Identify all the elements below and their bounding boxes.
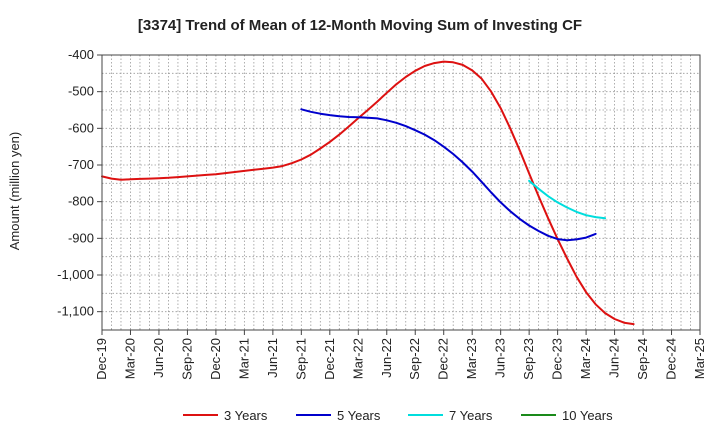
series-line-5-years bbox=[300, 108, 597, 242]
x-tick-label: Dec-22 bbox=[436, 338, 451, 380]
x-tick-label: Jun-22 bbox=[379, 338, 394, 378]
x-tick-label: Mar-21 bbox=[236, 338, 251, 379]
x-tick-label: Sep-21 bbox=[293, 338, 308, 380]
y-tick-label: -1,000 bbox=[57, 267, 94, 282]
y-tick-label: -700 bbox=[68, 157, 94, 172]
y-tick-label: -800 bbox=[68, 194, 94, 209]
y-tick-label: -400 bbox=[68, 47, 94, 62]
x-tick-label: Mar-24 bbox=[578, 338, 593, 379]
legend-label: 3 Years bbox=[224, 408, 268, 423]
series-layer bbox=[101, 60, 635, 326]
x-tick-label: Sep-23 bbox=[521, 338, 536, 380]
x-tick-label: Mar-25 bbox=[692, 338, 707, 379]
x-tick-label: Mar-23 bbox=[464, 338, 479, 379]
x-tick-label: Jun-20 bbox=[151, 338, 166, 378]
x-tick-label: Dec-21 bbox=[322, 338, 337, 380]
y-tick-label: -500 bbox=[68, 84, 94, 99]
x-tick-label: Sep-24 bbox=[635, 338, 650, 380]
y-tick-label: -1,100 bbox=[57, 304, 94, 319]
x-tick-label: Dec-23 bbox=[550, 338, 565, 380]
x-tick-label: Sep-22 bbox=[407, 338, 422, 380]
series-line-3-years bbox=[101, 60, 635, 326]
legend-label: 10 Years bbox=[562, 408, 613, 423]
y-tick-label: -900 bbox=[68, 230, 94, 245]
x-tick-label: Mar-22 bbox=[350, 338, 365, 379]
series-line-7-years bbox=[528, 179, 607, 220]
x-tick-label: Jun-24 bbox=[607, 338, 622, 378]
x-tick-label: Jun-23 bbox=[493, 338, 508, 378]
grid-layer bbox=[101, 54, 701, 331]
y-axis-label: Amount (million yen) bbox=[7, 132, 22, 251]
plot-frame bbox=[101, 54, 701, 331]
x-tick-label: Dec-24 bbox=[664, 338, 679, 380]
axis-layer: -400 -500 -600 -700 -800 -900 -1,000 -1,100 Dec-… bbox=[57, 47, 707, 380]
x-tick-label: Dec-19 bbox=[94, 338, 109, 380]
chart-title: [3374] Trend of Mean of 12-Month Moving … bbox=[138, 17, 582, 34]
y-tick-label: -600 bbox=[68, 120, 94, 135]
legend-label: 7 Years bbox=[449, 408, 493, 423]
legend-label: 5 Years bbox=[337, 408, 381, 423]
x-tick-label: Sep-20 bbox=[179, 338, 194, 380]
x-tick-label: Dec-20 bbox=[208, 338, 223, 380]
x-tick-label: Mar-20 bbox=[122, 338, 137, 379]
legend: 3 Years 5 Years 7 Years 10 Years bbox=[183, 408, 613, 423]
x-tick-label: Jun-21 bbox=[265, 338, 280, 378]
